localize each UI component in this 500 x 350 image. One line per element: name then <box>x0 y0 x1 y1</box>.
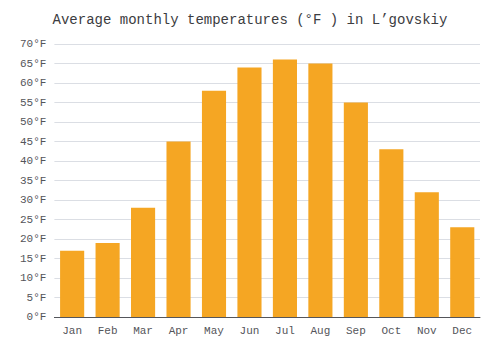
svg-text:15°F: 15°F <box>20 253 46 265</box>
svg-text:30°F: 30°F <box>20 194 46 206</box>
svg-text:Sep: Sep <box>346 325 366 337</box>
svg-text:65°F: 65°F <box>20 58 46 70</box>
svg-text:Oct: Oct <box>381 325 401 337</box>
svg-text:Average monthly temperatures (: Average monthly temperatures (°F ) in L’… <box>53 12 448 28</box>
svg-text:Dec: Dec <box>452 325 472 337</box>
svg-text:60°F: 60°F <box>20 77 46 89</box>
svg-text:35°F: 35°F <box>20 175 46 187</box>
svg-text:Aug: Aug <box>310 325 330 337</box>
svg-text:Mar: Mar <box>133 325 153 337</box>
svg-text:May: May <box>204 325 224 337</box>
svg-text:Apr: Apr <box>169 325 189 337</box>
svg-text:5°F: 5°F <box>27 292 47 304</box>
svg-text:55°F: 55°F <box>20 97 46 109</box>
svg-text:0°F: 0°F <box>27 311 47 323</box>
svg-text:Jul: Jul <box>275 325 295 337</box>
svg-text:40°F: 40°F <box>20 155 46 167</box>
svg-text:25°F: 25°F <box>20 214 46 226</box>
svg-text:45°F: 45°F <box>20 136 46 148</box>
svg-text:Feb: Feb <box>98 325 118 337</box>
svg-text:Jun: Jun <box>240 325 260 337</box>
svg-text:50°F: 50°F <box>20 116 46 128</box>
svg-text:10°F: 10°F <box>20 272 46 284</box>
svg-text:Nov: Nov <box>417 325 437 337</box>
svg-text:Jan: Jan <box>62 325 82 337</box>
svg-text:20°F: 20°F <box>20 233 46 245</box>
svg-text:70°F: 70°F <box>20 38 46 50</box>
